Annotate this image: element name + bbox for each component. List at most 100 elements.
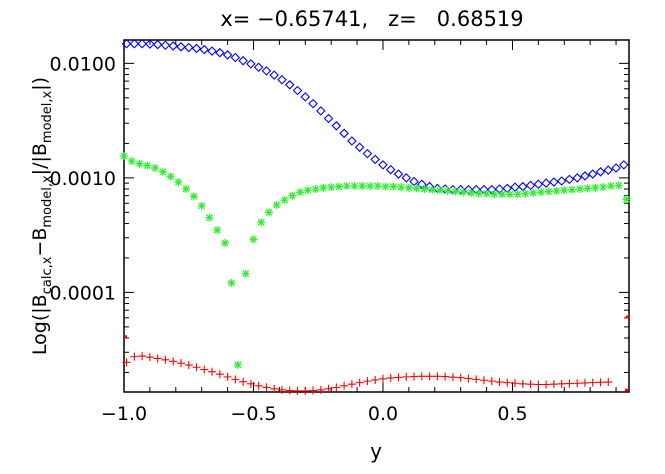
data-point-plus	[518, 379, 527, 388]
data-point-asterisk	[428, 185, 437, 194]
data-point-plus	[208, 367, 217, 376]
data-point-plus	[215, 370, 224, 379]
data-point-diamond	[424, 181, 435, 192]
data-point-plus	[495, 378, 504, 387]
data-point-asterisk	[327, 183, 336, 192]
data-point-asterisk	[451, 187, 460, 196]
data-point-plus	[270, 384, 279, 393]
data-point-asterisk	[166, 172, 175, 181]
data-point-asterisk	[381, 182, 390, 191]
data-point-diamond	[230, 52, 241, 63]
y-axis-label-sub-2: model,x	[40, 175, 55, 228]
data-point-plus	[293, 386, 302, 395]
data-point-plus	[122, 358, 131, 367]
data-point-diamond	[339, 128, 349, 139]
data-point-dot	[624, 388, 628, 392]
data-point-plus	[153, 354, 162, 363]
data-point-asterisk	[536, 188, 545, 197]
data-point-asterisk	[568, 185, 577, 194]
data-point-diamond	[145, 39, 155, 49]
data-point-plus	[371, 375, 380, 384]
data-point-diamond	[417, 179, 427, 190]
data-point-plus	[324, 384, 333, 393]
plot-area	[120, 38, 631, 395]
data-point-diamond	[160, 40, 171, 51]
data-point-asterisk	[272, 200, 281, 209]
data-point-asterisk	[197, 201, 206, 210]
data-point-plus	[464, 374, 473, 383]
data-point-diamond	[619, 160, 629, 170]
data-point-plus	[604, 378, 613, 387]
data-point-asterisk	[606, 181, 615, 190]
data-point-plus	[355, 378, 364, 387]
data-point-plus	[417, 372, 426, 381]
data-point-diamond	[556, 176, 567, 186]
data-point-plus	[169, 357, 178, 366]
data-point-asterisk	[319, 183, 328, 192]
data-point-asterisk	[614, 181, 623, 190]
data-point-plus	[138, 352, 147, 361]
data-point-asterisk	[467, 188, 476, 197]
data-point-diamond	[347, 136, 357, 146]
data-point-asterisk	[544, 187, 553, 196]
y-tick-label: 0.0010	[50, 168, 116, 190]
x-tick-label: −1.0	[101, 403, 147, 425]
data-point-asterisk	[560, 186, 569, 195]
data-point-asterisk	[174, 178, 183, 187]
data-point-diamond	[580, 171, 590, 181]
data-point-diamond	[137, 38, 147, 49]
data-point-plus	[200, 365, 209, 374]
data-point-diamond	[246, 59, 256, 69]
data-point-plus	[549, 380, 558, 389]
x-axis-ticks	[123, 40, 617, 392]
data-point-diamond	[331, 121, 342, 131]
data-point-asterisk	[474, 189, 483, 198]
y-axis-ticks	[124, 62, 629, 373]
data-point-asterisk	[591, 183, 600, 192]
data-point-plus	[130, 352, 139, 361]
series-dot	[124, 315, 629, 392]
series-asterisk	[120, 152, 631, 369]
data-point-plus	[573, 379, 582, 388]
data-point-asterisk	[265, 208, 274, 217]
data-point-asterisk	[249, 235, 258, 244]
data-point-diamond	[525, 180, 536, 191]
data-point-asterisk	[389, 182, 398, 191]
data-point-asterisk	[420, 184, 429, 193]
data-point-asterisk	[127, 157, 136, 166]
data-point-diamond	[393, 169, 404, 179]
data-point-asterisk	[521, 189, 530, 198]
data-point-diamond	[409, 176, 419, 187]
data-point-asterisk	[189, 192, 198, 201]
data-point-asterisk	[482, 189, 491, 198]
y-tick-label: 0.0001	[50, 282, 116, 304]
data-point-diamond	[354, 142, 365, 153]
data-point-asterisk	[233, 360, 242, 369]
data-point-diamond	[207, 46, 217, 56]
y-axis-tick-labels: 0.0001 0.0010 0.0100	[50, 53, 116, 304]
data-point-diamond	[603, 165, 614, 175]
data-point-diamond	[168, 41, 178, 51]
data-point-plus	[503, 378, 512, 387]
data-point-asterisk	[599, 183, 608, 192]
y-axis-label: Log(|Bcalc,x−Bmodel,x|/|Bmodel,x|)	[29, 77, 55, 355]
y-axis-label-sub-3: model,x	[40, 90, 55, 143]
data-point-diamond	[238, 55, 248, 66]
data-point-plus	[378, 374, 387, 383]
data-point-diamond	[215, 47, 225, 58]
data-point-asterisk	[280, 196, 289, 205]
data-point-asterisk	[182, 184, 191, 193]
data-point-plus	[347, 380, 356, 389]
data-point-diamond	[129, 38, 140, 49]
data-point-plus	[596, 378, 605, 387]
data-point-plus	[557, 379, 566, 388]
data-point-diamond	[463, 184, 474, 195]
data-point-plus	[285, 386, 294, 395]
data-point-diamond	[572, 173, 582, 183]
data-point-plus	[254, 381, 263, 390]
data-point-plus	[441, 372, 450, 381]
data-point-diamond	[549, 177, 559, 187]
data-point-diamond	[370, 154, 380, 165]
data-point-asterisk	[412, 184, 421, 193]
data-point-plus	[402, 372, 411, 381]
